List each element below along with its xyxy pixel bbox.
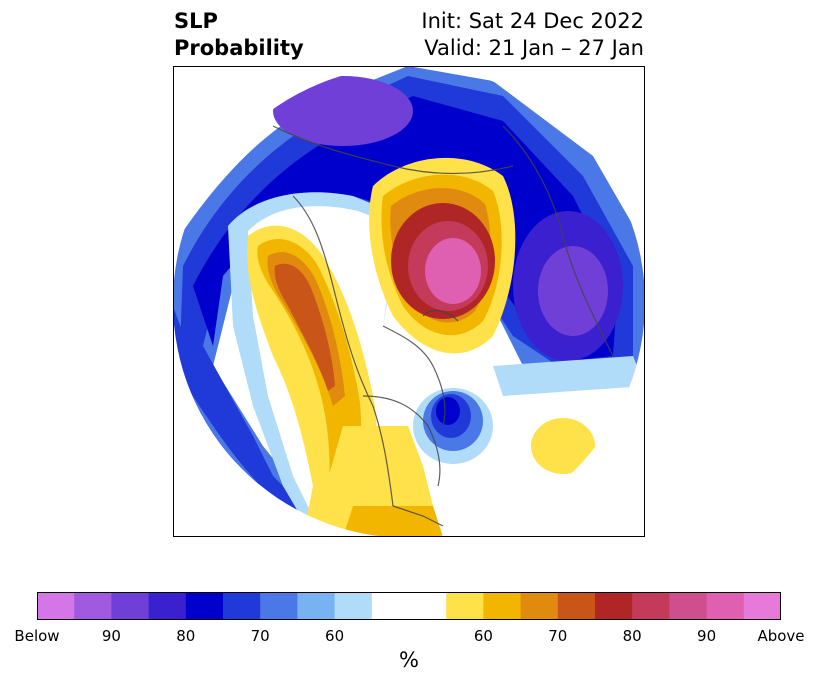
colorbar-segment [446,592,484,620]
forecast-dates: Init: Sat 24 Dec 2022 Valid: 21 Jan – 27… [360,8,644,62]
colorbar-tick-label: Below [14,627,60,645]
colorbar-segment [706,592,745,620]
below-field-europe [273,76,413,146]
colorbar-segment [111,592,150,620]
colorbar-segment [483,592,522,620]
colorbar-segment [37,592,75,620]
colorbar-segment [223,592,261,620]
colorbar-segment [632,592,670,620]
colorbar-tick-label: 80 [622,627,642,645]
valid-range: Valid: 21 Jan – 27 Jan [424,36,644,60]
neutral-light-blue-atlantic [493,356,645,396]
above-field-alaska-80 [274,263,335,391]
colorbar-segment [743,592,781,620]
above-field-gulf [343,506,443,537]
colorbar-tick-label: 70 [548,627,568,645]
colorbar-tick-label: 90 [697,627,717,645]
colorbar-segment [520,592,559,620]
polar-map [173,66,645,537]
below-field-siberia-core [538,246,608,336]
colorbar-tick-label: 70 [250,627,270,645]
colorbar [37,592,781,620]
colorbar-segment [260,592,298,620]
above-field-arctic-90 [425,238,481,304]
below-field-deep [193,96,618,361]
colorbar-segment [74,592,112,620]
colorbar-tick-label: 90 [101,627,121,645]
colorbar-segment [669,592,708,620]
below-field-labrador-core [436,397,460,425]
colorbar-unit: % [399,648,419,672]
colorbar-tick-label: 60 [473,627,493,645]
title-line-probability: Probability [174,36,304,60]
colorbar-segment [185,592,224,620]
colorbar-segment [409,592,447,620]
colorbar-segment [148,592,187,620]
colorbar-tick-label: Above [757,627,805,645]
colorbar-segment [334,592,373,620]
colorbar-segment [595,592,633,620]
colorbar-tick-label: 60 [325,627,345,645]
title-line-slp: SLP [174,9,218,33]
colorbar-tick-label: 80 [176,627,196,645]
colorbar-border [37,592,781,620]
colorbar-segment [371,592,410,620]
above-field-atlantic [531,418,595,474]
chart-title: SLP Probability [174,8,304,62]
init-date: Init: Sat 24 Dec 2022 [421,9,644,33]
colorbar-segment [297,592,336,620]
colorbar-segment [557,592,596,620]
coastlines [272,125,614,527]
